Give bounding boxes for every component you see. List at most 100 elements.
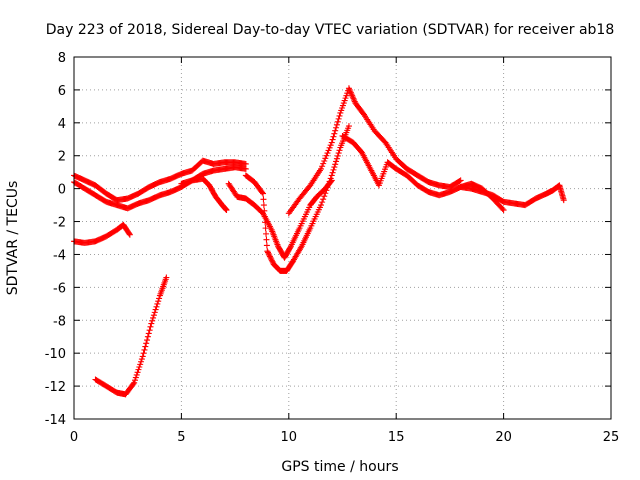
trace-descent-b-point [321, 193, 328, 200]
trace-spike-point [330, 133, 337, 140]
trace-spike-point [333, 124, 340, 131]
trace-descent-b-point [334, 152, 341, 159]
trace-deep-dip-point [137, 361, 144, 368]
trace-deep-dip-point [151, 309, 158, 316]
trace-spike-point [334, 118, 341, 125]
trace-deep-dip-point [132, 377, 139, 384]
y-tick-label: -6 [53, 281, 66, 296]
trace-main-lower-point [242, 165, 249, 172]
trace-descent-b-point [323, 187, 330, 194]
trace-deep-dip-point [149, 317, 156, 324]
trace-deep-dip-point [155, 298, 162, 305]
trace-descent-b-point [269, 258, 276, 265]
y-tick-label: -2 [53, 216, 66, 231]
trace-deep-dip-point [145, 330, 152, 337]
trace-descent-b-point [266, 252, 273, 259]
trace-deep-dip-point [147, 323, 154, 330]
trace-descent-b-point [266, 253, 273, 260]
y-tick-label: 2 [58, 150, 66, 165]
trace-spike-point [331, 130, 338, 137]
trace-deep-dip-point [133, 371, 140, 378]
trace-deep-dip-point [144, 333, 151, 340]
trace-descent-b-point [331, 164, 338, 171]
trace-spike-point [327, 142, 334, 149]
plot-frame [73, 56, 612, 420]
trace-spike-point [325, 147, 332, 154]
data-points [71, 85, 567, 398]
trace-deep-dip-point [136, 364, 143, 371]
trace-descent-b-point [263, 230, 270, 237]
trace-deep-dip-point [142, 343, 149, 350]
trace-deep-dip-point [146, 327, 153, 334]
y-tick-label: 8 [58, 51, 66, 66]
x-tick-label: 15 [388, 430, 405, 445]
trace-bump-6h-point [223, 207, 230, 214]
trace-spike-point [326, 144, 333, 151]
trace-spike-point [456, 178, 463, 185]
trace-deep-dip-point [154, 300, 161, 307]
trace-descent-b-point [265, 250, 272, 257]
y-tick-label: 0 [58, 183, 66, 198]
y-tick-label: -10 [45, 347, 66, 362]
trace-descent-b-point [262, 219, 269, 226]
chart-title: Day 223 of 2018, Sidereal Day-to-day VTE… [46, 22, 615, 38]
trace-spike-point [457, 177, 464, 184]
trace-deep-dip-point [141, 346, 148, 353]
trace-descent-b-point [324, 184, 331, 191]
trace-post-spike-point [500, 207, 507, 214]
trace-spike-point [335, 115, 342, 122]
trace-spike-point [333, 121, 340, 128]
y-tick-label: 6 [58, 84, 66, 99]
trace-descent-b-point [262, 225, 269, 232]
trace-deep-dip-point [143, 340, 150, 347]
trace-deep-dip-point [131, 379, 138, 386]
trace-descent-b-point [326, 178, 333, 185]
x-tick-label: 5 [177, 430, 185, 445]
trace-descent-b-point [333, 155, 340, 162]
trace-deep-dip-point [156, 295, 163, 302]
axis-ticks: -14 -12 -10 -8 -6 -4 -2 0 2 4 6 8 0 5 10 15 20 25 [45, 51, 620, 445]
trace-descent-b-point [268, 256, 275, 263]
trace-spike-point [332, 127, 339, 134]
trace-descent-b-point [345, 123, 352, 130]
trace-spike-point [324, 150, 331, 157]
trace-descent-b-point [260, 196, 267, 203]
trace-early-dip-point [126, 231, 133, 238]
y-axis-label: SDTVAR / TECUs [5, 181, 21, 296]
trace-deep-dip-point [150, 312, 157, 319]
trace-descent-b-point [268, 257, 275, 264]
y-tick-label: 4 [58, 117, 66, 132]
trace-spike-point [322, 155, 329, 162]
trace-descent-b-point [322, 190, 329, 197]
trace-descent-b-point [327, 175, 334, 182]
x-tick-label: 20 [495, 430, 512, 445]
trace-descent-b-point [260, 190, 267, 197]
trace-descent-b-point [325, 181, 332, 188]
trace-descent-b-point [335, 150, 342, 157]
trace-post-spike-point [499, 205, 506, 212]
trace-descent-b-point [332, 161, 339, 168]
grid-lines [74, 57, 611, 419]
trace-descent-b-point [261, 207, 268, 214]
trace-deep-dip-point [138, 358, 145, 365]
trace-deep-dip-point [132, 374, 139, 381]
trace-descent-b-point [330, 166, 337, 173]
trace-deep-dip-point [140, 350, 147, 357]
trace-descent-b-point [264, 249, 271, 256]
trace-descent-b-point [267, 254, 274, 261]
x-axis-label: GPS time / hours [281, 459, 398, 475]
trace-spike-point [329, 136, 336, 143]
trace-deep-dip-point [144, 337, 151, 344]
y-tick-label: -12 [45, 380, 66, 395]
trace-deep-dip-point [150, 314, 157, 321]
trace-descent-b-point [329, 169, 336, 176]
trace-descent-b-point [318, 202, 325, 209]
trace-descent-b-point [336, 147, 343, 154]
trace-descent-b-point [260, 202, 267, 209]
trace-descent-b-point [264, 248, 271, 255]
trace-deep-dip-point [130, 380, 137, 387]
trace-deep-dip-point [152, 306, 159, 313]
trace-deep-dip-point [134, 369, 141, 376]
trace-spike-point [336, 112, 343, 119]
